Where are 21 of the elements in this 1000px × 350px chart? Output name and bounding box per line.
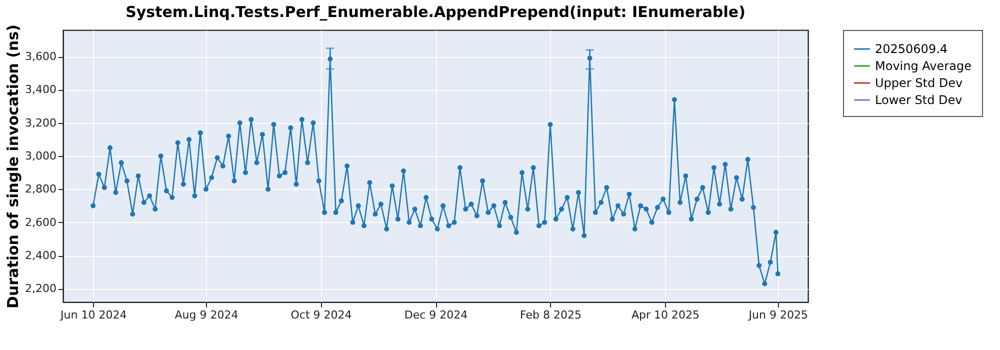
x-tick-label: Apr 10 2025 xyxy=(632,308,700,322)
x-tick-label: Jun 10 2024 xyxy=(60,308,127,322)
x-tick-label: Oct 9 2024 xyxy=(290,308,352,322)
x-tick-label: Aug 9 2024 xyxy=(174,308,238,322)
y-tick-label: 2,800 xyxy=(25,182,56,196)
legend-label: Upper Std Dev xyxy=(875,76,963,90)
y-tick-label: 3,000 xyxy=(25,150,56,163)
legend-label: Moving Average xyxy=(875,59,972,73)
y-tick-label: 3,400 xyxy=(25,83,56,96)
x-tick-label: Jun 9 2025 xyxy=(748,308,808,322)
y-tick-label: 3,200 xyxy=(25,116,56,130)
legend-label: 20250609.4 xyxy=(875,42,948,56)
y-tick-label: 2,200 xyxy=(25,282,56,296)
chart-title: System.Linq.Tests.Perf_Enumerable.AppendPrepend(input: IEnumerable) xyxy=(126,3,746,21)
y-tick-label: 3,600 xyxy=(25,50,56,64)
x-tick-label: Dec 9 2024 xyxy=(404,308,468,322)
y-tick-label: 2,400 xyxy=(25,249,56,262)
legend-label: Lower Std Dev xyxy=(875,93,962,107)
x-tick-label: Feb 8 2025 xyxy=(520,308,582,322)
y-axis-title: Duration of single invocation (ns) xyxy=(4,24,22,308)
y-tick-label: 2,600 xyxy=(25,216,56,229)
